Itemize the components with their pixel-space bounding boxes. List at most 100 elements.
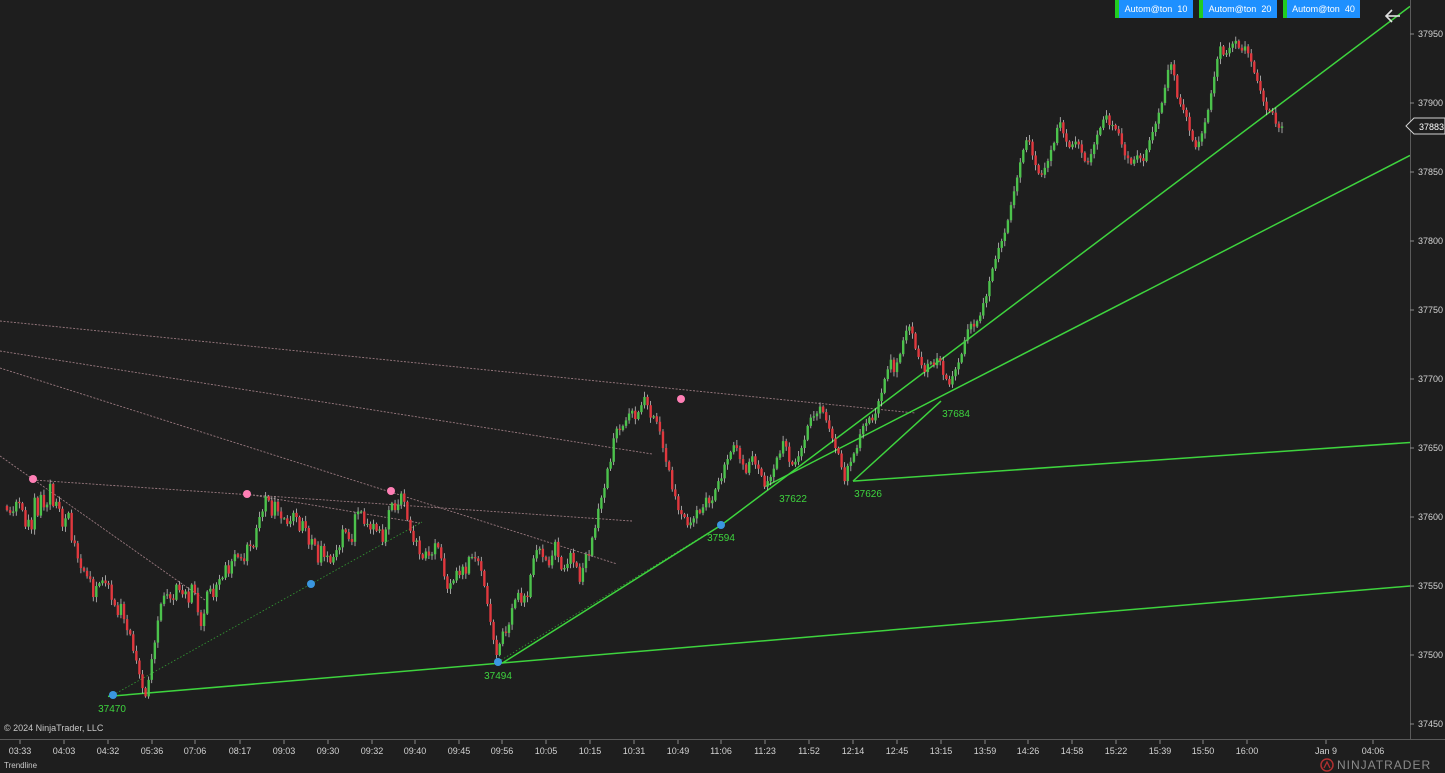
candle-body: [935, 358, 939, 366]
swing-price-label: 37684: [942, 409, 970, 420]
price-axis[interactable]: 37450 37500 37550 37600 37650 37700 37750 37800…: [1410, 29, 1443, 729]
candle-body: [73, 540, 76, 544]
candle-body: [1034, 155, 1037, 166]
candle-body: [51, 483, 55, 506]
candle-body: [116, 605, 120, 615]
candle-body: [372, 523, 375, 530]
candle-body: [886, 369, 889, 379]
candle-body: [760, 468, 763, 476]
candle-body: [5, 505, 9, 511]
swing-low-marker: [307, 580, 315, 588]
candle-body: [738, 448, 742, 460]
y-tick-label: 37450: [1418, 719, 1443, 729]
candle-body: [948, 379, 951, 385]
candle-body: [975, 321, 979, 327]
candle-body: [443, 558, 446, 577]
candle-body: [788, 446, 791, 462]
copyright-text: © 2024 NinjaTrader, LLC: [4, 723, 104, 733]
x-tick-label: 10:31: [623, 746, 646, 756]
candle-body: [400, 493, 403, 505]
candle-body: [600, 497, 603, 509]
time-axis[interactable]: 03:33 04:03 04:32 05:36 07:06 08:17 09:03 09:30…: [9, 740, 1385, 756]
candle-body: [895, 362, 899, 373]
candle-body: [396, 504, 400, 511]
candle-body: [1111, 125, 1114, 127]
candle-body: [1237, 40, 1241, 48]
candle-body: [202, 613, 206, 627]
candle-body: [1225, 53, 1228, 55]
candle-body: [720, 478, 723, 482]
candle-body: [458, 570, 461, 575]
candle-body: [381, 529, 384, 542]
candle-body: [11, 511, 15, 513]
candle-body: [677, 496, 680, 511]
candle-body: [978, 315, 982, 322]
candle-body: [880, 392, 883, 402]
candle-body: [467, 557, 471, 574]
automaton-20-button[interactable]: Autom@ton 20: [1199, 0, 1277, 18]
candle-body: [498, 643, 501, 655]
candle-body: [356, 511, 360, 515]
candle-body: [150, 659, 153, 680]
x-tick-label: 10:15: [579, 746, 602, 756]
arrow-left-icon[interactable]: [1383, 6, 1403, 26]
candle-body: [664, 448, 668, 462]
candle-body: [520, 592, 523, 603]
candle-body: [1015, 177, 1019, 192]
candle-body: [624, 420, 628, 426]
trendlines[interactable]: [107, 5, 1411, 698]
candle-body: [1259, 80, 1262, 91]
y-tick-label: 37900: [1418, 98, 1443, 108]
candle-body: [612, 438, 615, 462]
candle-body: [255, 528, 258, 548]
last-price-value: 37883: [1419, 122, 1444, 132]
candle-body: [436, 543, 440, 548]
automaton-40-button[interactable]: Autom@ton 40: [1283, 0, 1360, 18]
drawing-tool-label: Trendline: [4, 761, 38, 770]
automaton-10-button[interactable]: Autom@ton 10: [1115, 0, 1193, 18]
candle-body: [803, 439, 806, 448]
candle-body: [861, 425, 865, 435]
candle-body: [1246, 46, 1250, 54]
candle-body: [748, 461, 751, 473]
resistance-line: [0, 320, 916, 414]
candle-body: [242, 558, 246, 562]
candle-body: [572, 552, 575, 563]
candle-body: [440, 547, 443, 559]
candle-body: [319, 545, 323, 563]
candle-body: [313, 539, 317, 545]
y-tick-label: 37500: [1418, 650, 1443, 660]
candle-body: [1142, 158, 1145, 161]
candle-body: [926, 363, 930, 373]
candle-body: [1219, 46, 1222, 59]
candle-body: [701, 507, 705, 513]
candle-body: [42, 494, 46, 508]
candle-body: [1025, 140, 1028, 150]
candle-body: [418, 540, 421, 555]
resistance-line: [0, 367, 618, 565]
candle-body: [766, 481, 769, 487]
candle-body: [347, 532, 351, 540]
candle-body: [212, 588, 215, 598]
candle-body: [1040, 173, 1043, 175]
candle-body: [464, 566, 468, 574]
candle-body: [1065, 133, 1068, 142]
candle-body: [193, 584, 197, 593]
candle-body: [1031, 141, 1034, 156]
candle-body: [544, 557, 548, 560]
candle-body: [560, 557, 563, 570]
candle-body: [1009, 205, 1013, 221]
candle-body: [15, 501, 18, 512]
candle-body: [704, 497, 708, 508]
candle-body: [954, 369, 957, 377]
candle-body: [1160, 103, 1164, 113]
candle-body: [982, 303, 985, 316]
candle-body: [858, 434, 862, 448]
candle-body: [1092, 144, 1096, 155]
candle-body: [273, 501, 277, 516]
candle-body: [661, 431, 665, 448]
candle-body: [92, 579, 95, 598]
candle-body: [920, 356, 923, 366]
